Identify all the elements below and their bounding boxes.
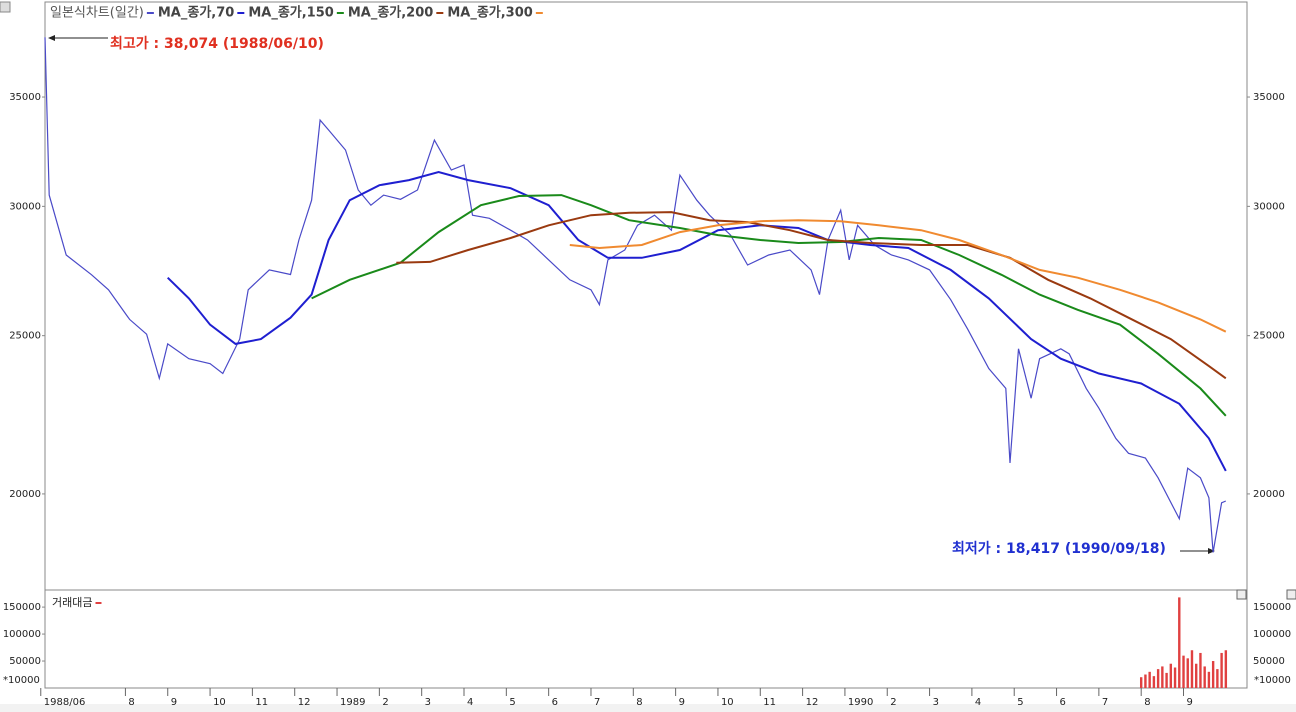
y-tick-label: 35000	[9, 92, 41, 103]
x-tick-label: 10	[721, 697, 734, 708]
y-tick-label: 30000	[9, 201, 41, 212]
volume-bar	[1207, 671, 1211, 688]
volume-bar	[1144, 674, 1147, 688]
min-arrowhead	[1208, 548, 1215, 554]
volume-unit-right: *10000	[1254, 675, 1291, 686]
series-line	[396, 211, 1227, 380]
panel-button[interactable]	[0, 1, 11, 13]
max-annotation: 최고가 : 38,074 (1988/06/10)	[110, 36, 324, 52]
volume-bar	[1190, 650, 1194, 688]
x-tick-label: 9	[1187, 697, 1193, 708]
x-tick-label: 2	[890, 697, 896, 708]
volume-bar	[1186, 658, 1189, 688]
legend-label: 일본식차트(일간)	[50, 6, 144, 21]
volume-tick-label: 150000	[3, 602, 41, 613]
volume-bar	[1169, 663, 1173, 688]
x-tick-label: 1989	[340, 697, 365, 708]
y-tick-label: 20000	[9, 489, 41, 500]
x-tick-label: 10	[213, 697, 226, 708]
x-tick-label: 3	[425, 697, 431, 708]
legend: 일본식차트(일간) MA_종가,70 MA_종가,150 MA_종가,200 MA_종가…	[50, 6, 543, 21]
volume-bar	[1220, 652, 1223, 688]
volume-bar	[1165, 672, 1168, 688]
x-tick-label: 4	[467, 697, 473, 708]
panel-close-button[interactable]	[1286, 589, 1296, 600]
volume-title: 거래대금	[52, 596, 92, 609]
status-bar	[0, 704, 1296, 712]
y-tick-label-right: 20000	[1253, 489, 1285, 500]
volume-bar	[1211, 661, 1215, 688]
x-tick-label: 8	[128, 697, 134, 708]
series-line	[44, 37, 1227, 553]
volume-bar	[1152, 676, 1156, 688]
volume-bar	[1203, 666, 1206, 688]
x-tick-label: 6	[1060, 697, 1066, 708]
y-tick-label-right: 35000	[1253, 92, 1285, 103]
x-tick-label: 8	[1144, 697, 1150, 708]
volume-bar	[1195, 663, 1198, 688]
volume-tick-label: 50000	[9, 656, 41, 667]
legend-label: MA_종가,70	[158, 6, 234, 21]
x-tick-label: 2	[382, 697, 388, 708]
volume-bar	[1199, 652, 1202, 688]
x-tick-label: 11	[763, 697, 776, 708]
volume-tick-label-right: 100000	[1253, 629, 1291, 640]
x-tick-label: 8	[636, 697, 642, 708]
volume-bar	[1224, 650, 1228, 688]
volume-bar	[1216, 669, 1219, 688]
x-tick-label: 11	[255, 697, 268, 708]
x-tick-label: 12	[298, 697, 311, 708]
series-line	[569, 219, 1227, 333]
volume-bar	[1178, 597, 1181, 688]
x-tick-label: 1988/06	[44, 697, 86, 708]
x-tick-label: 9	[679, 697, 685, 708]
volume-tick-label-right: 150000	[1253, 602, 1291, 613]
series-line	[167, 170, 1227, 472]
x-tick-label: 1990	[848, 697, 873, 708]
volume-bar	[1173, 667, 1177, 688]
x-tick-label: 3	[933, 697, 939, 708]
min-annotation: 최저가 : 18,417 (1990/09/18)	[952, 541, 1166, 557]
x-tick-label: 4	[975, 697, 981, 708]
max-arrowhead	[48, 35, 55, 41]
x-tick-label: 12	[806, 697, 819, 708]
y-tick-label-right: 25000	[1253, 331, 1285, 342]
x-tick-label: 5	[509, 697, 515, 708]
volume-bar	[1161, 666, 1164, 688]
x-tick-label: 7	[594, 697, 600, 708]
x-tick-label: 6	[552, 697, 558, 708]
y-tick-label-right: 30000	[1253, 201, 1285, 212]
panel-maximize-button[interactable]	[1236, 589, 1247, 600]
volume-unit: *10000	[3, 675, 40, 686]
x-tick-label: 7	[1102, 697, 1108, 708]
series-line	[311, 194, 1227, 417]
x-tick-label: 9	[171, 697, 177, 708]
y-tick-label: 25000	[9, 331, 41, 342]
legend-label: MA_종가,200	[348, 6, 434, 21]
volume-bar	[1148, 671, 1151, 688]
legend-label: MA_종가,150	[248, 6, 334, 21]
volume-tick-label: 100000	[3, 629, 41, 640]
volume-bar	[1156, 669, 1160, 688]
x-tick-label: 5	[1017, 697, 1023, 708]
volume-tick-label-right: 50000	[1253, 656, 1285, 667]
legend-label: MA_종가,300	[447, 6, 533, 21]
volume-panel-frame	[44, 589, 1248, 689]
volume-bar	[1139, 677, 1143, 688]
volume-bar	[1182, 655, 1185, 688]
